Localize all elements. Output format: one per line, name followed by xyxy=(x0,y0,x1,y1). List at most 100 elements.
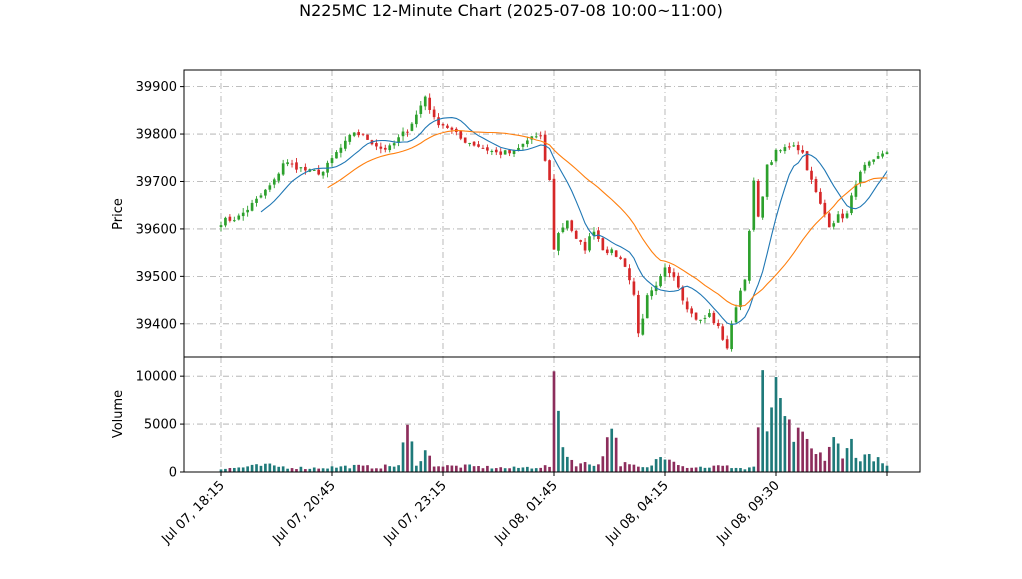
volume-bar xyxy=(725,465,729,472)
volume-y-tick-label: 5000 xyxy=(144,418,177,433)
volume-bar xyxy=(850,438,853,472)
candle-body xyxy=(268,185,272,190)
volume-bar xyxy=(597,464,600,472)
volume-bar xyxy=(281,466,285,472)
volume-bar xyxy=(441,466,445,472)
candle xyxy=(241,208,245,221)
candle-body xyxy=(694,312,698,320)
candle xyxy=(876,152,880,160)
volume-y-label: Volume xyxy=(111,390,126,438)
candle-body xyxy=(814,179,818,193)
candle-body xyxy=(348,134,352,142)
volume-bar xyxy=(845,448,849,472)
candle-body xyxy=(548,160,551,181)
candle xyxy=(352,132,356,138)
volume-bar xyxy=(863,454,867,472)
candle-body xyxy=(392,143,396,146)
candle xyxy=(708,309,711,318)
candle-body xyxy=(490,151,494,153)
candle-body xyxy=(832,223,836,227)
candle xyxy=(716,319,720,329)
volume-bar xyxy=(219,469,223,472)
volume-bar xyxy=(663,459,667,472)
candle xyxy=(743,278,747,292)
candle-body xyxy=(623,258,627,267)
volume-bar xyxy=(255,464,258,472)
candle-body xyxy=(681,286,685,301)
candle xyxy=(326,160,329,178)
volume-bar xyxy=(859,461,862,472)
candle-body xyxy=(787,146,791,148)
candle-body xyxy=(419,105,423,114)
candle xyxy=(428,93,432,114)
candle xyxy=(557,231,560,256)
price-y-tick-label: 39700 xyxy=(136,175,177,190)
volume-bar xyxy=(752,466,756,472)
price-moving-averages xyxy=(260,117,888,326)
candle xyxy=(827,211,831,228)
volume-bar xyxy=(499,467,503,472)
candle xyxy=(290,159,294,168)
candle-body xyxy=(819,191,822,204)
candle-body xyxy=(468,142,471,144)
volume-bar xyxy=(401,442,405,472)
candle xyxy=(419,100,423,118)
volume-bar xyxy=(739,468,742,472)
volume-bar xyxy=(224,468,227,472)
candle xyxy=(610,247,614,256)
candle xyxy=(810,166,813,184)
candle xyxy=(712,310,716,325)
volume-bar xyxy=(716,465,720,472)
candle-body xyxy=(317,169,321,175)
candle-body xyxy=(703,317,707,319)
candle-body xyxy=(228,216,232,221)
candle xyxy=(232,216,236,223)
volume-bar xyxy=(228,468,232,472)
candle xyxy=(632,277,636,297)
candle xyxy=(361,133,365,137)
volume-bar xyxy=(574,466,578,472)
volume-bars xyxy=(219,370,889,472)
volume-bar xyxy=(623,462,627,472)
candle xyxy=(645,293,649,319)
volume-bar xyxy=(432,466,436,472)
candle xyxy=(685,297,689,313)
candle-body xyxy=(401,131,405,137)
candle-body xyxy=(867,161,871,166)
candle-body xyxy=(659,276,662,287)
volume-bar xyxy=(783,416,787,472)
candle xyxy=(437,113,440,128)
volume-bar xyxy=(383,464,387,472)
volume-bar xyxy=(410,441,414,472)
candle-body xyxy=(570,220,574,231)
volume-bar xyxy=(477,466,480,472)
volume-bar xyxy=(779,398,782,472)
candle-body xyxy=(765,164,769,197)
volume-bar xyxy=(561,447,565,472)
candle xyxy=(521,143,525,151)
candle xyxy=(237,213,241,221)
candle-body xyxy=(241,212,245,217)
volume-bar xyxy=(299,466,303,472)
volume-bar xyxy=(637,466,640,472)
candle-body xyxy=(441,124,445,126)
volume-bar xyxy=(330,466,334,472)
candle xyxy=(490,149,494,156)
candle-body xyxy=(561,227,565,233)
candle-body xyxy=(614,250,618,257)
volume-bar xyxy=(241,467,245,472)
volume-bar xyxy=(503,468,507,472)
candle-body xyxy=(397,137,400,143)
candle-body xyxy=(521,143,525,147)
volume-bar xyxy=(357,464,360,472)
volume-bar xyxy=(885,465,889,472)
candle-body xyxy=(388,145,392,151)
candle-body xyxy=(881,153,884,157)
candle-body xyxy=(748,230,751,281)
candle xyxy=(748,229,751,284)
candle-body xyxy=(770,162,773,165)
volume-bar xyxy=(819,452,822,472)
x-tick-label: Jul 07, 18:15 xyxy=(158,478,227,547)
candle-body xyxy=(645,295,649,319)
candle xyxy=(432,106,436,120)
